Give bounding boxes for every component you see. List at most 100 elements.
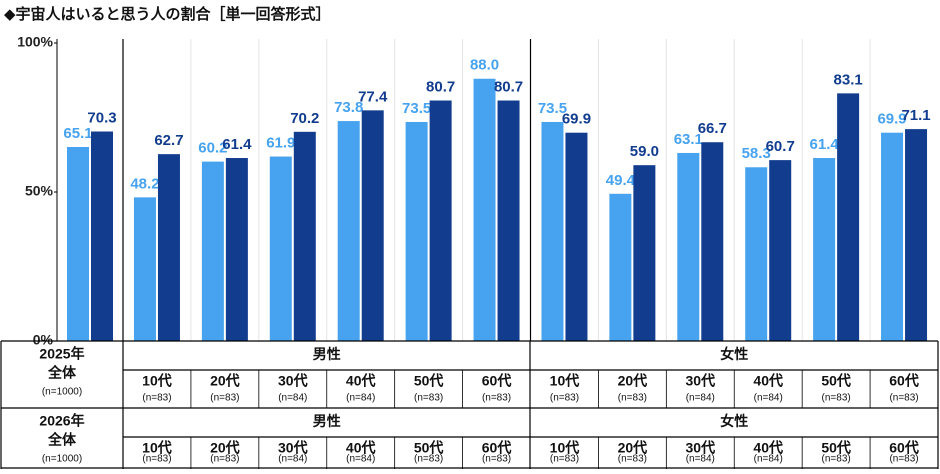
value-label: 60.2 bbox=[198, 140, 227, 157]
bar bbox=[813, 158, 836, 341]
value-label: 62.7 bbox=[154, 132, 183, 149]
age-label: 50代 bbox=[821, 440, 851, 456]
y-tick-label: 100% bbox=[17, 34, 53, 50]
age-label: 50代 bbox=[414, 440, 444, 456]
age-label: 50代 bbox=[414, 373, 444, 389]
bar bbox=[337, 121, 360, 342]
bar bbox=[905, 129, 928, 341]
age-label: 10代 bbox=[142, 440, 172, 456]
value-label: 73.8 bbox=[334, 99, 363, 116]
age-n: (n=83) bbox=[414, 454, 443, 465]
bar bbox=[67, 147, 89, 341]
value-label: 71.1 bbox=[901, 107, 930, 124]
age-n: (n=83) bbox=[889, 454, 918, 465]
year-label: 2025年 bbox=[39, 346, 84, 362]
age-n: (n=83) bbox=[142, 454, 171, 465]
total-label: 全体 bbox=[47, 432, 77, 448]
value-label: 61.9 bbox=[266, 135, 295, 152]
value-label: 80.7 bbox=[494, 78, 523, 95]
age-label: 40代 bbox=[753, 440, 783, 456]
value-label: 58.3 bbox=[742, 145, 771, 162]
age-n: (n=84) bbox=[346, 454, 375, 465]
age-n: (n=83) bbox=[210, 393, 239, 404]
value-label: 60.7 bbox=[766, 138, 795, 155]
age-n: (n=83) bbox=[482, 393, 511, 404]
bar bbox=[293, 131, 316, 341]
age-label: 10代 bbox=[550, 373, 580, 389]
bar bbox=[225, 158, 248, 341]
value-label: 73.5 bbox=[538, 100, 567, 117]
bar bbox=[769, 160, 792, 341]
bar bbox=[405, 121, 428, 341]
value-label: 69.9 bbox=[877, 111, 906, 128]
chart-title: ◆宇宙人はいると思う人の割合［単一回答形式］ bbox=[4, 5, 331, 23]
bar bbox=[497, 100, 520, 341]
age-n: (n=83) bbox=[414, 393, 443, 404]
value-label: 61.4 bbox=[222, 136, 252, 153]
value-label: 69.9 bbox=[562, 111, 591, 128]
bar bbox=[837, 93, 860, 341]
value-label: 70.2 bbox=[290, 110, 319, 127]
bar bbox=[361, 110, 384, 342]
age-n: (n=83) bbox=[889, 393, 918, 404]
age-label: 20代 bbox=[210, 440, 240, 456]
value-label: 65.1 bbox=[63, 125, 92, 142]
age-label: 30代 bbox=[686, 440, 716, 456]
age-label: 20代 bbox=[618, 440, 648, 456]
age-label: 60代 bbox=[889, 373, 919, 389]
age-label: 10代 bbox=[550, 440, 580, 456]
age-label: 40代 bbox=[346, 440, 376, 456]
bar bbox=[881, 132, 904, 341]
age-n: (n=83) bbox=[550, 393, 579, 404]
age-n: (n=83) bbox=[618, 393, 647, 404]
value-label: 83.1 bbox=[834, 71, 863, 88]
total-label: 全体 bbox=[47, 365, 77, 381]
value-label: 73.5 bbox=[402, 100, 431, 117]
age-label: 30代 bbox=[686, 373, 716, 389]
age-n: (n=83) bbox=[618, 454, 647, 465]
y-tick-label: 50% bbox=[25, 183, 54, 199]
bar bbox=[201, 161, 224, 341]
age-label: 60代 bbox=[889, 440, 919, 456]
age-label: 40代 bbox=[346, 373, 376, 389]
age-n: (n=84) bbox=[278, 454, 307, 465]
bar bbox=[633, 165, 656, 341]
total-n: (n=1000) bbox=[42, 387, 82, 398]
bar bbox=[91, 131, 113, 341]
age-n: (n=84) bbox=[686, 454, 715, 465]
value-label: 77.4 bbox=[358, 88, 388, 105]
age-label: 30代 bbox=[278, 373, 308, 389]
age-n: (n=84) bbox=[346, 393, 375, 404]
age-n: (n=83) bbox=[210, 454, 239, 465]
age-label: 60代 bbox=[482, 373, 512, 389]
age-n: (n=83) bbox=[142, 393, 171, 404]
group-label: 女性 bbox=[720, 346, 748, 362]
age-label: 20代 bbox=[210, 373, 240, 389]
age-label: 50代 bbox=[821, 373, 851, 389]
bar bbox=[541, 121, 564, 341]
age-n: (n=84) bbox=[278, 393, 307, 404]
bar bbox=[473, 78, 496, 341]
value-label: 59.0 bbox=[630, 143, 659, 160]
value-label: 63.1 bbox=[674, 131, 703, 148]
group-label: 男性 bbox=[313, 346, 341, 362]
value-label: 66.7 bbox=[698, 120, 727, 137]
bar bbox=[609, 193, 632, 341]
age-n: (n=83) bbox=[482, 454, 511, 465]
age-n: (n=84) bbox=[686, 393, 715, 404]
value-label: 70.3 bbox=[87, 109, 116, 126]
value-label: 80.7 bbox=[426, 78, 455, 95]
age-label: 40代 bbox=[753, 373, 783, 389]
bar bbox=[429, 100, 452, 341]
bar bbox=[269, 156, 292, 341]
group-label: 女性 bbox=[720, 413, 748, 429]
group-label: 男性 bbox=[313, 413, 341, 429]
bar bbox=[677, 152, 700, 341]
age-label: 10代 bbox=[142, 373, 172, 389]
age-n: (n=84) bbox=[754, 393, 783, 404]
bar bbox=[701, 142, 724, 341]
age-label: 20代 bbox=[618, 373, 648, 389]
bar bbox=[157, 154, 180, 341]
bar bbox=[565, 132, 588, 341]
